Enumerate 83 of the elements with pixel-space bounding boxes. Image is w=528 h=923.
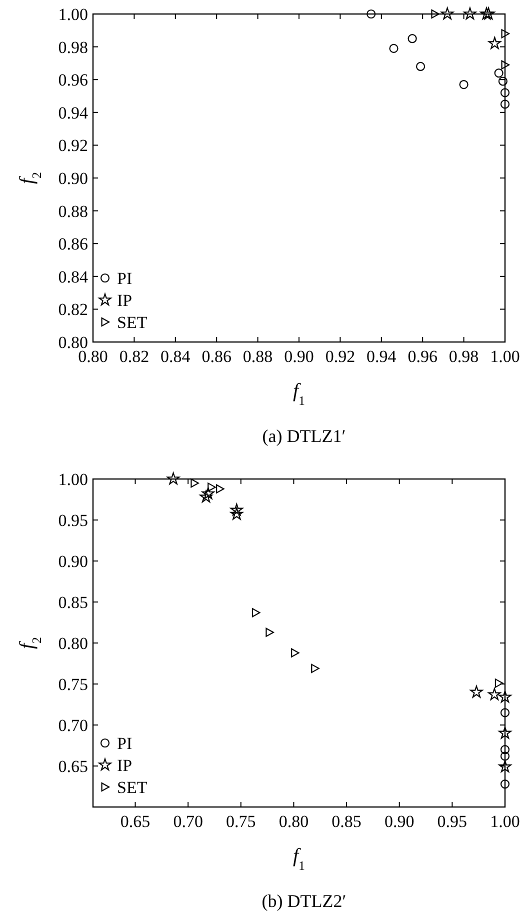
x-tick-label: 0.84 (160, 347, 191, 366)
y-tick-label: 0.96 (58, 70, 88, 90)
legend-label: PI (117, 734, 132, 753)
x-tick-label: 0.65 (120, 812, 150, 831)
y-tick-label: 1.00 (58, 4, 88, 24)
point (488, 688, 501, 700)
point (408, 34, 417, 44)
point (498, 690, 512, 703)
point (216, 484, 224, 494)
legend-label: IP (117, 290, 132, 310)
x-tick-label: 0.88 (242, 347, 273, 366)
y-tick-label: 0.86 (58, 234, 88, 254)
point (500, 88, 510, 98)
y-tick-label: 1.00 (58, 470, 88, 489)
point (230, 504, 244, 516)
x-tick-label: 0.85 (332, 812, 362, 831)
y-tick-label: 0.90 (58, 168, 88, 188)
point (501, 29, 510, 38)
y-tick-label: 0.70 (58, 716, 88, 735)
point (500, 100, 510, 109)
x-tick-label: 1.00 (490, 347, 520, 366)
y-tick-label: 0.82 (58, 300, 88, 320)
x-tick-label: 0.80 (278, 812, 309, 831)
x-tick-label: 0.94 (366, 347, 397, 366)
point (252, 608, 260, 618)
point (266, 628, 274, 637)
point (200, 490, 212, 503)
x-tick-label: 0.90 (384, 812, 414, 831)
point (389, 44, 398, 53)
point (501, 60, 510, 70)
point (500, 745, 510, 754)
y-tick-label: 0.80 (58, 634, 88, 653)
y-tick-label: 0.94 (58, 103, 88, 122)
x-axis-title: f$_{1}$ (292, 845, 306, 872)
point (291, 648, 300, 658)
x-tick-label: 1.00 (490, 812, 520, 831)
y-tick-label: 0.84 (58, 267, 88, 286)
y-tick-label: 0.92 (58, 136, 88, 156)
y-tick-label: 0.88 (58, 202, 88, 221)
x-tick-label: 0.82 (119, 347, 150, 366)
point (498, 726, 512, 739)
point (459, 80, 468, 90)
x-tick-label: 0.75 (226, 812, 256, 831)
point (464, 7, 476, 20)
point (440, 7, 454, 20)
y-tick-label: 0.65 (58, 756, 88, 776)
x-tick-label: 0.86 (202, 347, 232, 366)
legend-label: SET (117, 778, 148, 797)
y-tick-label: 0.95 (58, 510, 88, 530)
x-tick-label: 0.90 (284, 347, 314, 366)
legend-label: PI (117, 268, 132, 288)
text: (a) DTLZ1′ (262, 426, 346, 446)
y-tick-label: 0.90 (58, 552, 88, 571)
point (190, 478, 199, 488)
point (416, 62, 426, 72)
y-tick-label: 0.85 (58, 592, 88, 612)
point (470, 686, 483, 698)
x-tick-label: 0.95 (437, 812, 468, 831)
y-tick-label: 0.75 (58, 674, 88, 694)
x-tick-label: 0.92 (325, 347, 356, 366)
y-tick-label: 0.98 (58, 38, 88, 57)
x-tick-label: 0.96 (408, 347, 438, 366)
x-axis-title: f$_{1}$ (292, 380, 306, 408)
point (494, 678, 504, 688)
legend-label: IP (117, 756, 132, 775)
point (202, 487, 214, 500)
point (500, 752, 510, 761)
point (488, 36, 502, 49)
point (230, 508, 244, 520)
legend-label: SET (117, 312, 148, 332)
text: (b) DTLZ2′ (262, 891, 346, 911)
x-tick-label: 0.98 (448, 347, 479, 366)
point (208, 482, 216, 492)
point (498, 760, 512, 772)
point (500, 708, 510, 718)
point (500, 780, 510, 789)
point (366, 9, 376, 19)
point (494, 68, 504, 78)
x-tick-label: 0.70 (173, 812, 203, 831)
point (431, 9, 440, 19)
point (166, 472, 180, 484)
point (311, 664, 320, 673)
point (498, 76, 508, 86)
